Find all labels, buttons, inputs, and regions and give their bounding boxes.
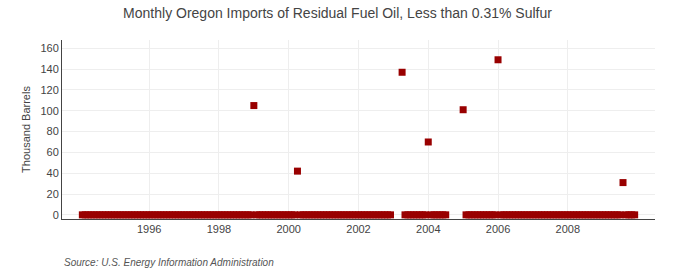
svg-text:1996: 1996 xyxy=(137,223,161,235)
svg-text:20: 20 xyxy=(47,188,59,200)
svg-text:100: 100 xyxy=(40,105,58,117)
svg-text:1998: 1998 xyxy=(207,223,231,235)
svg-text:2000: 2000 xyxy=(276,223,300,235)
svg-text:160: 160 xyxy=(40,42,58,54)
svg-text:Monthly Oregon Imports of Resi: Monthly Oregon Imports of Residual Fuel … xyxy=(123,5,552,21)
svg-text:Source: U.S. Energy Informatio: Source: U.S. Energy Information Administ… xyxy=(64,257,274,268)
svg-text:Thousand Barrels: Thousand Barrels xyxy=(20,86,32,173)
svg-text:80: 80 xyxy=(47,125,59,137)
svg-text:120: 120 xyxy=(40,84,58,96)
svg-text:2008: 2008 xyxy=(556,223,580,235)
svg-text:2006: 2006 xyxy=(486,223,510,235)
svg-text:140: 140 xyxy=(40,63,58,75)
svg-text:0: 0 xyxy=(53,209,59,221)
svg-text:2004: 2004 xyxy=(416,223,440,235)
svg-text:40: 40 xyxy=(47,167,59,179)
svg-text:60: 60 xyxy=(47,146,59,158)
svg-text:2002: 2002 xyxy=(346,223,370,235)
